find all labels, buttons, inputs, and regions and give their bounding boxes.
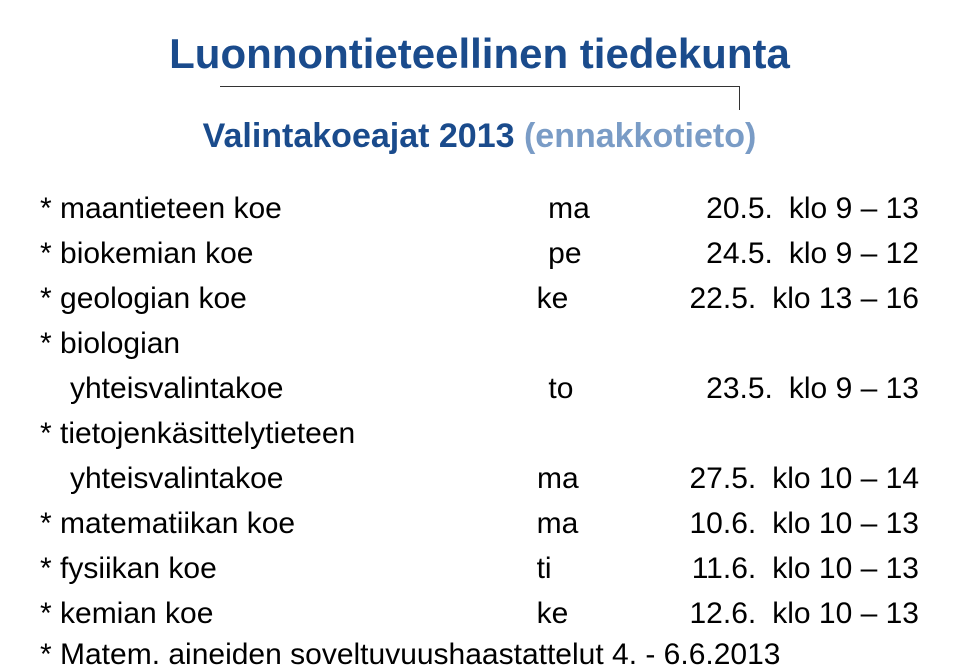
table-row: * geologian koeke22.5.klo 13 – 16 [40,276,919,321]
row-time: klo 9 – 13 [773,366,919,411]
subtitle-fade: (ennakkotieto) [524,117,756,155]
schedule-table: * maantieteen koema20.5.klo 9 – 13* biok… [40,186,919,636]
row-label: * matematiikan koe [40,501,537,546]
row-time: klo 9 – 12 [773,231,919,276]
subtitle-main: Valintakoeajat 2013 [203,117,524,155]
row-date: 23.5. [646,366,773,411]
row-label: * geologian koe [40,276,537,321]
row-date: 24.5. [646,231,773,276]
row-label: yhteisvalintakoe [40,366,548,411]
table-row: yhteisvalintakoeto23.5.klo 9 – 13 [40,366,919,411]
page-title: Luonnontieteellinen tiedekunta [169,30,790,78]
row-date: 20.5. [646,186,773,231]
row-day: ke [537,591,633,636]
row-label: * biokemian koe [40,231,548,276]
row-label: * tietojenkäsittelytieteen [40,411,560,456]
row-time: klo 9 – 13 [773,186,919,231]
row-time: klo 13 – 16 [756,276,919,321]
row-day: ma [537,501,633,546]
row-day: pe [548,231,646,276]
row-date: 27.5. [632,456,756,501]
table-row: * fysiikan koeti11.6.klo 10 – 13 [40,546,919,591]
row-label: * fysiikan koe [40,546,537,591]
table-row: * kemian koeke12.6.klo 10 – 13 [40,591,919,636]
row-date: 11.6. [632,546,756,591]
row-date: 22.5. [632,276,756,321]
row-label: * kemian koe [40,591,537,636]
row-time: klo 10 – 13 [756,501,919,546]
row-day: ti [537,546,633,591]
row-date [660,321,790,366]
row-date [660,411,790,456]
table-row: * biologian [40,321,919,366]
subtitle: Valintakoeajat 2013 (ennakkotieto) [40,117,919,156]
row-time: klo 10 – 13 [756,591,919,636]
row-label: * biologian [40,321,560,366]
row-day: to [548,366,646,411]
row-time [790,411,806,456]
table-row: * maantieteen koema20.5.klo 9 – 13 [40,186,919,231]
row-day: ma [548,186,646,231]
row-time: klo 10 – 14 [756,456,919,501]
table-row: * tietojenkäsittelytieteen [40,411,919,456]
table-row: * biokemian koepe24.5.klo 9 – 12 [40,231,919,276]
row-day: ma [537,456,632,501]
row-day [560,321,660,366]
row-date: 10.6. [632,501,756,546]
row-day [560,411,660,456]
row-label: * maantieteen koe [40,186,548,231]
row-day: ke [537,276,633,321]
table-row: * matematiikan koema10.6.klo 10 – 13 [40,501,919,546]
title-underline [220,86,740,87]
table-row: yhteisvalintakoema27.5.klo 10 – 14 [40,456,919,501]
row-time [790,321,806,366]
row-date: 12.6. [632,591,756,636]
row-label: yhteisvalintakoe [40,456,537,501]
row-time: klo 10 – 13 [756,546,919,591]
